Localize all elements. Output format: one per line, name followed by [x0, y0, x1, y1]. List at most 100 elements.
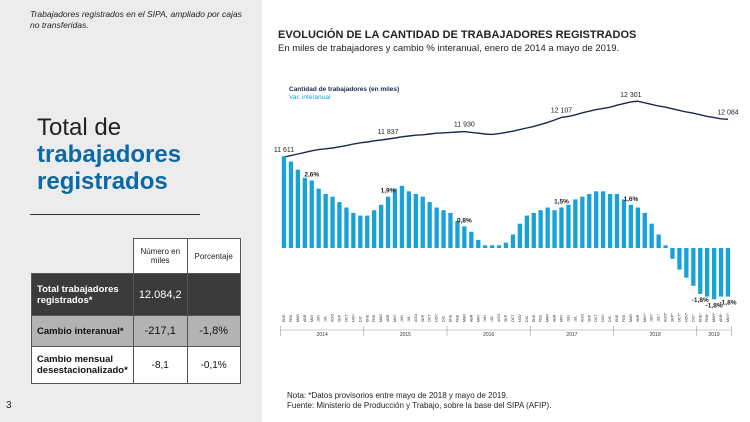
month-tick-label: NOV	[435, 314, 439, 322]
month-tick-label: ABR	[469, 314, 473, 322]
bar-data-label: 1,9%	[381, 188, 396, 195]
line-data-label: 11 930	[454, 122, 475, 129]
yoy-bar	[698, 248, 703, 294]
yoy-bar	[725, 248, 731, 297]
yoy-bar	[448, 212, 453, 248]
yoy-bar	[718, 248, 724, 297]
month-tick-label: JUL	[490, 316, 494, 322]
yoy-bar	[691, 248, 696, 286]
chart-subtitle: En miles de trabajadores y cambio % inte…	[278, 43, 620, 54]
yoy-bar	[517, 223, 522, 248]
month-tick-label: NOV	[601, 314, 605, 322]
bar-data-label: 1,6%	[623, 196, 638, 203]
left-panel: Trabajadores registrados en el SIPA, amp…	[0, 0, 262, 422]
month-tick-label: SEP	[504, 314, 508, 322]
month-tick-label: ABR	[553, 314, 557, 322]
yoy-bar	[281, 156, 287, 248]
line-data-label: 11 837	[378, 129, 399, 136]
row-pct: -1,8%	[186, 315, 241, 347]
month-tick-label: MAY	[393, 314, 397, 322]
month-tick-label: DIC*	[691, 314, 695, 322]
yoy-bar	[490, 245, 495, 248]
month-tick-label: ENE	[532, 314, 536, 322]
yoy-bar	[552, 210, 557, 248]
month-tick-label: DIC	[358, 315, 362, 322]
month-tick-label: FEB*	[705, 313, 709, 322]
month-tick-label: MAR	[379, 314, 383, 322]
yoy-bar	[705, 248, 710, 297]
bar-data-label: -1,8%	[692, 297, 709, 304]
yoy-bar	[441, 210, 446, 248]
bar-data-label: 2,6%	[304, 172, 319, 179]
yoy-bar	[413, 194, 418, 248]
yoy-bar	[580, 196, 585, 248]
month-tick-label: DIC	[608, 315, 612, 322]
bar-data-label: -1,8%	[706, 302, 723, 309]
yoy-bar	[288, 161, 294, 248]
yoy-bar	[469, 231, 474, 248]
yoy-bar	[309, 180, 314, 248]
yoy-bar	[524, 215, 529, 248]
yoy-bar	[434, 207, 439, 248]
yoy-bar	[420, 196, 425, 248]
month-tick-label: AGO	[497, 314, 501, 322]
workers-chart: Cantidad de trabajadores (en miles)Var. …	[274, 86, 739, 338]
row-value: 12.084,2	[132, 273, 188, 316]
yoy-bar	[587, 194, 592, 248]
month-tick-label: MAR	[546, 314, 550, 322]
yoy-bar	[573, 199, 578, 248]
month-tick-label: FEB	[455, 314, 459, 322]
month-tick-label: ENE	[449, 314, 453, 322]
month-tick-label: FEB	[539, 314, 543, 322]
yoy-bar	[621, 199, 627, 248]
yoy-bar	[483, 245, 488, 248]
yoy-bar	[455, 221, 460, 248]
month-tick-label: MAY*	[643, 312, 647, 322]
month-tick-label: FEB	[289, 314, 293, 322]
yoy-bar	[302, 177, 307, 248]
yoy-bar	[614, 194, 620, 248]
yoy-bar	[566, 204, 571, 248]
month-tick-label: NOV*	[684, 312, 688, 322]
month-tick-label: OCT	[344, 314, 348, 322]
chart-title: EVOLUCIÓN DE LA CANTIDAD DE TRABAJADORES…	[278, 29, 637, 41]
month-tick-label: NOV	[518, 314, 522, 322]
table-row: Cambio mensual desestacionalizado* -8,1 …	[31, 346, 241, 384]
yoy-bar	[385, 196, 391, 248]
yoy-bar	[379, 204, 384, 248]
month-tick-label: OCT	[428, 314, 432, 322]
divider	[30, 214, 200, 215]
yoy-bar	[392, 188, 398, 248]
month-tick-label: JUN*	[650, 313, 654, 322]
month-tick-label: AGO	[580, 314, 584, 322]
month-tick-label: MAY	[476, 314, 480, 322]
yoy-bar	[635, 207, 640, 248]
yoy-bar	[642, 212, 647, 248]
row-pct: -0,1%	[186, 346, 241, 384]
section-title: Total de trabajadores registrados	[37, 114, 181, 195]
yoy-bar	[496, 245, 502, 248]
month-tick-label: OCT	[511, 314, 515, 322]
yoy-bar	[670, 248, 675, 259]
yoy-bar	[365, 215, 370, 248]
month-tick-label: AGO*	[664, 312, 668, 322]
month-tick-label: FEB	[622, 314, 626, 322]
yoy-bar	[476, 239, 481, 248]
month-tick-label: MAR	[629, 314, 633, 322]
month-tick-label: DIC	[525, 315, 529, 322]
month-tick-label: JUL	[573, 316, 577, 322]
yoy-bar	[684, 248, 689, 278]
yoy-bar	[559, 207, 564, 248]
month-tick-label: ABR	[386, 314, 390, 322]
month-tick-label: ENE	[365, 314, 369, 322]
line-data-label: 12 107	[551, 107, 573, 114]
table-row: Total trabajadores registrados* 12.084,2	[31, 273, 241, 316]
month-tick-label: JUN	[566, 315, 570, 322]
yoy-bar	[427, 202, 432, 248]
table-header-row: Número en miles Porcentaje	[31, 238, 241, 274]
legend-yoy: Var. interanual	[289, 94, 331, 101]
month-tick-label: JUN	[400, 315, 404, 322]
yoy-bar	[372, 210, 377, 248]
year-label: 2017	[566, 332, 577, 338]
page-number: 3	[6, 400, 12, 411]
